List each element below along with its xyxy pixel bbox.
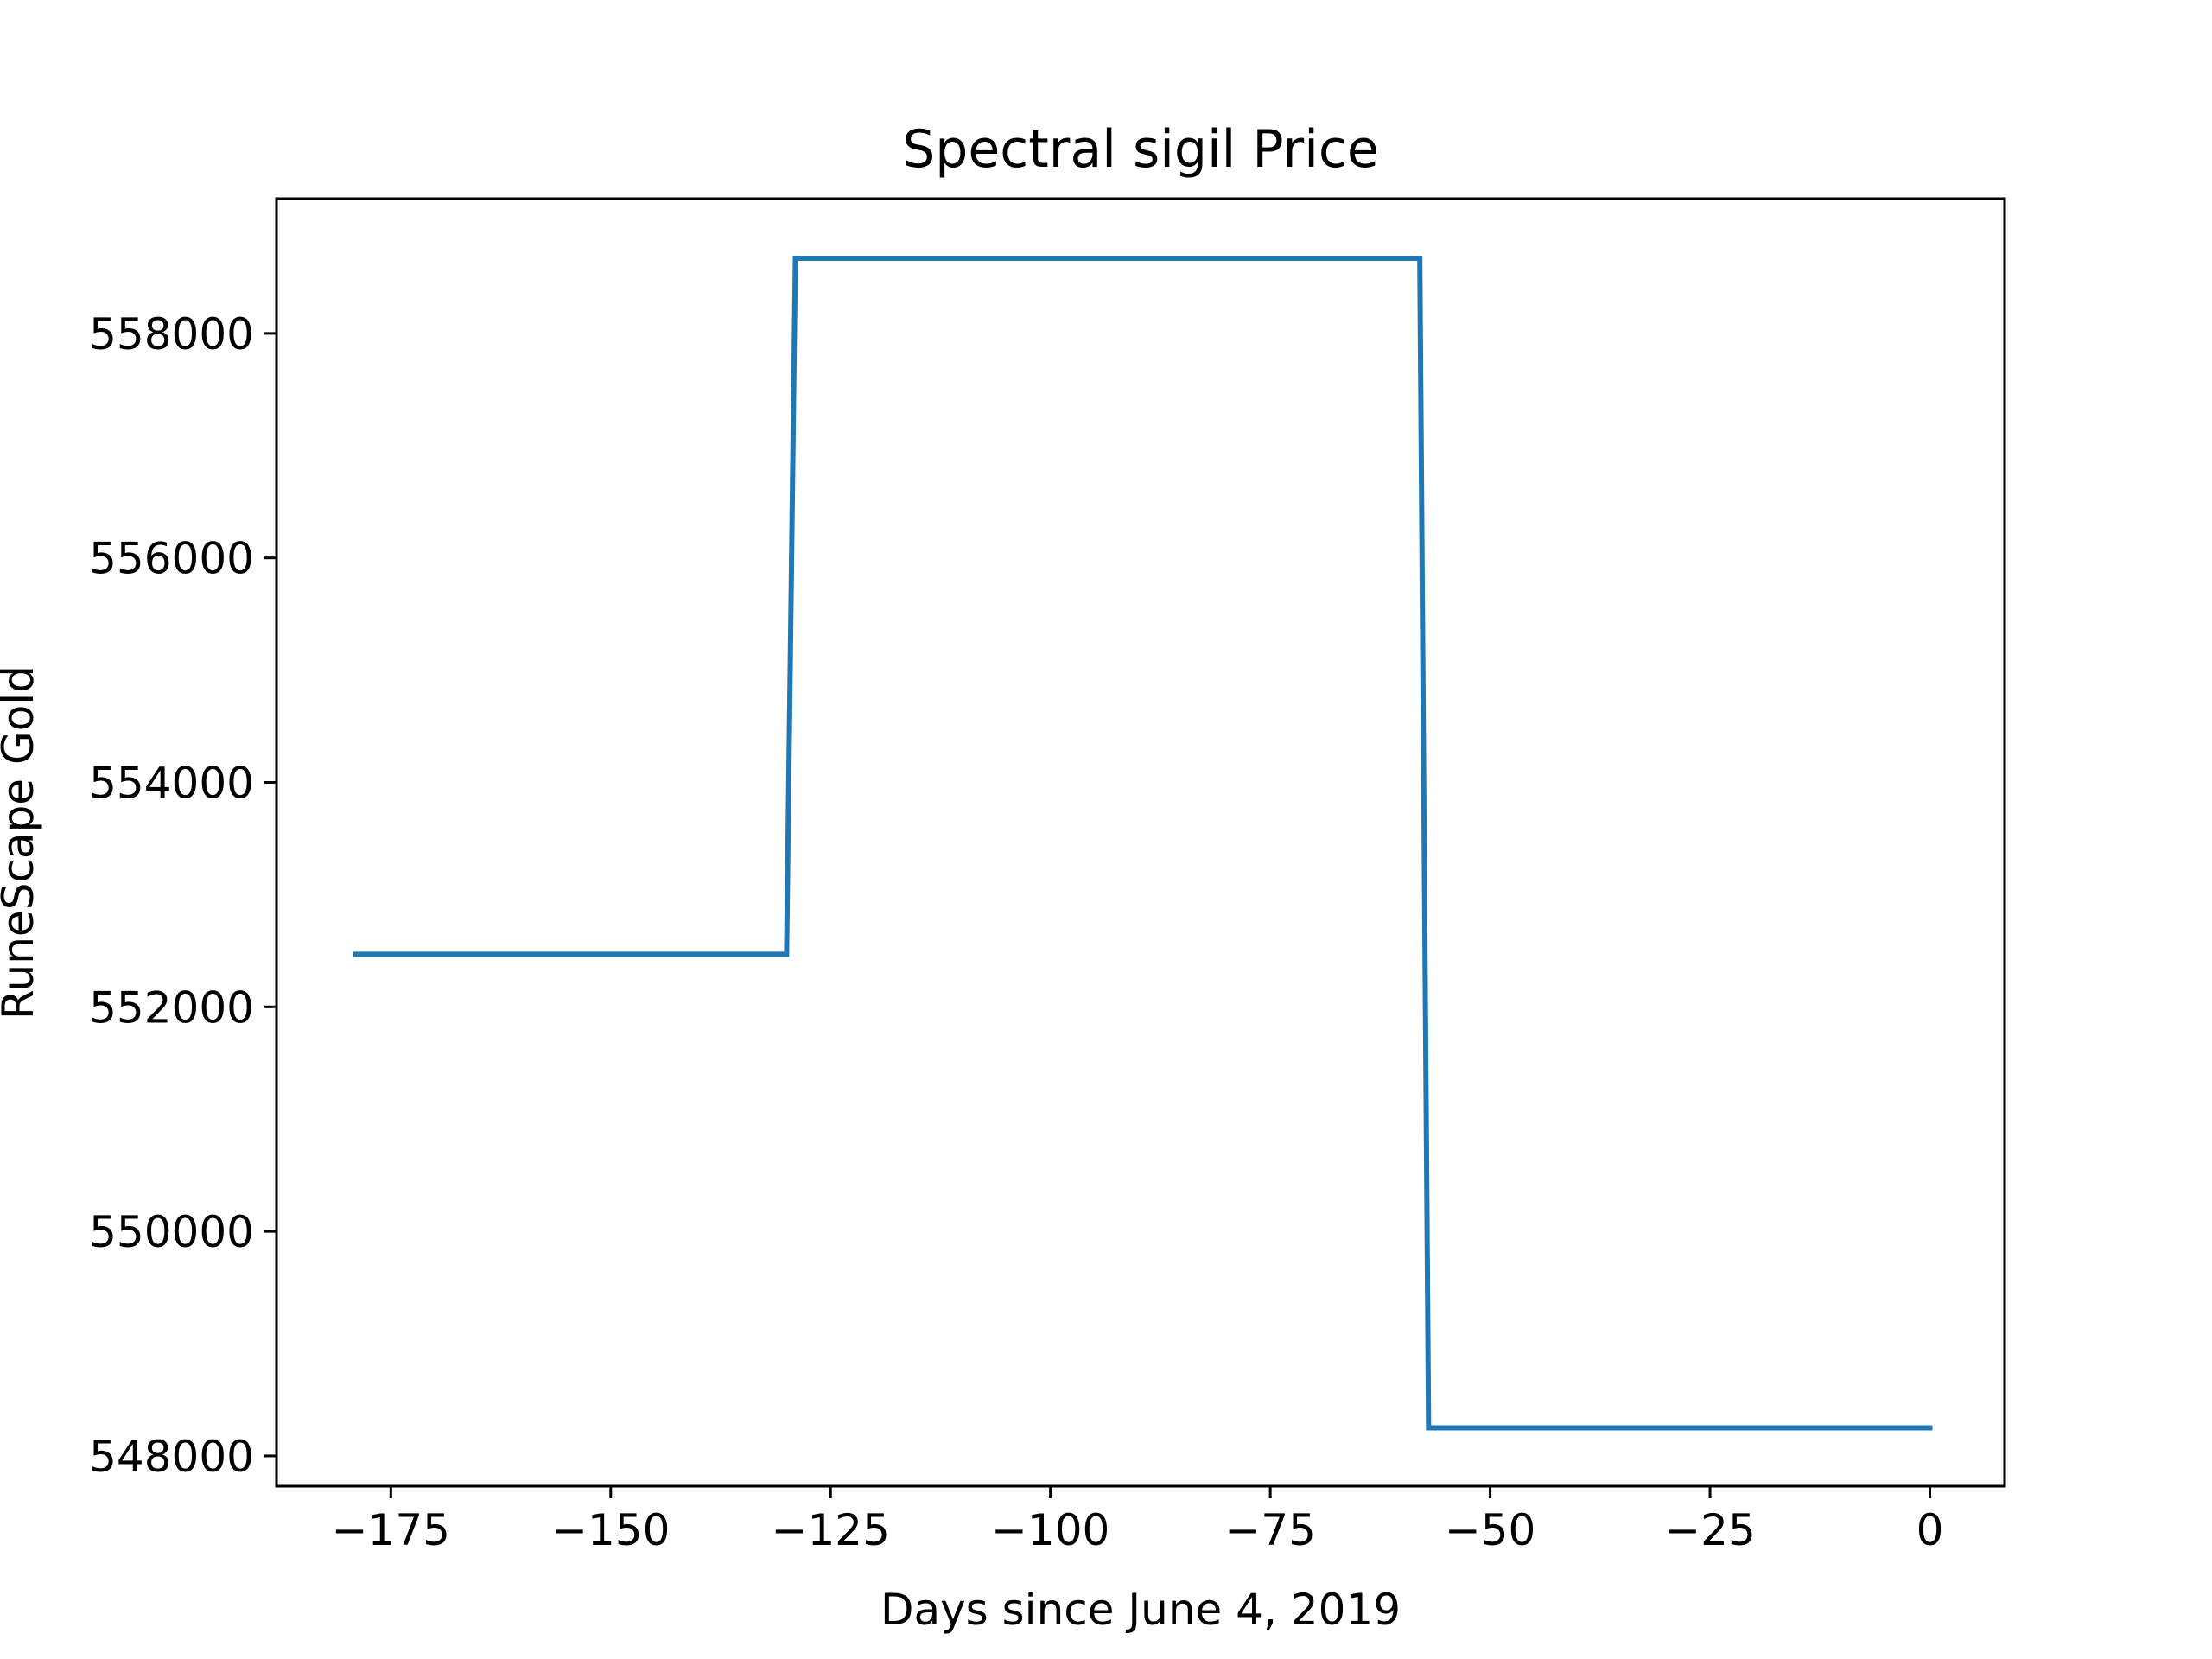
y-tick-label: 552000: [89, 982, 254, 1033]
y-tick-label: 550000: [89, 1207, 254, 1257]
y-tick-label: 558000: [89, 309, 254, 359]
x-tick-label: −50: [1445, 1505, 1536, 1555]
x-tick-label: −125: [772, 1505, 890, 1555]
x-axis-label: Days since June 4, 2019: [880, 1585, 1401, 1635]
y-tick-label: 556000: [89, 534, 254, 584]
y-axis: 548000 550000 552000 554000 556000 558000: [89, 309, 276, 1482]
x-tick-label: −150: [551, 1505, 670, 1555]
chart-title: Spectral sigil Price: [902, 119, 1379, 180]
series-line-0: [353, 255, 1933, 1431]
y-axis-label: RuneScape Gold: [0, 665, 43, 1020]
x-axis: −175 −150 −125 −100 −75 −50 −25 0: [332, 1486, 1944, 1555]
x-tick-label: −25: [1664, 1505, 1756, 1555]
x-tick-label: 0: [1916, 1505, 1944, 1555]
x-tick-label: −175: [332, 1505, 450, 1555]
y-tick-label: 554000: [89, 759, 254, 809]
plot-area: [353, 255, 1933, 1431]
y-tick-label: 548000: [89, 1432, 254, 1482]
x-tick-label: −75: [1224, 1505, 1316, 1555]
plot-frame: [275, 197, 2006, 1488]
x-tick-label: −100: [991, 1505, 1109, 1555]
